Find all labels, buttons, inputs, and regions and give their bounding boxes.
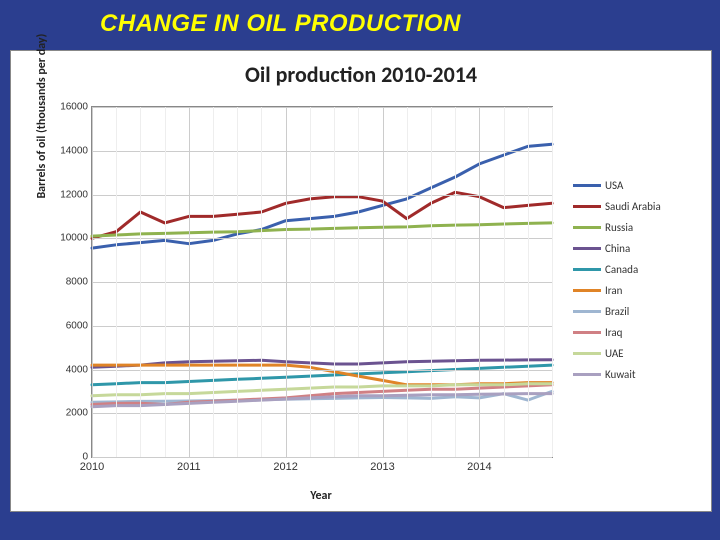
gridline-minor xyxy=(431,107,432,457)
legend-swatch xyxy=(573,310,601,313)
legend-item: UAE xyxy=(573,347,703,360)
legend-item: USA xyxy=(573,179,703,192)
slide-heading: CHANGE IN OIL PRODUCTION xyxy=(100,10,461,38)
x-tick-label: 2011 xyxy=(177,461,201,473)
legend-swatch xyxy=(573,268,601,271)
gridline-minor xyxy=(455,107,456,457)
gridline-minor xyxy=(310,107,311,457)
gridline-minor xyxy=(407,107,408,457)
y-tick-label: 12000 xyxy=(60,189,88,200)
y-tick-label: 2000 xyxy=(66,408,88,419)
y-tick-label: 4000 xyxy=(66,364,88,375)
gridline-vertical xyxy=(189,107,190,457)
gridline-minor xyxy=(528,107,529,457)
legend-label: Brazil xyxy=(605,305,629,318)
slide: CHANGE IN OIL PRODUCTION Oil production … xyxy=(0,0,720,540)
legend-label: Saudi Arabia xyxy=(605,200,661,213)
legend-label: Iraq xyxy=(605,326,622,339)
gridline-vertical xyxy=(383,107,384,457)
series-line-russia xyxy=(92,223,552,236)
chart-panel: Oil production 2010-2014 Barrels of oil … xyxy=(10,50,712,512)
legend-swatch xyxy=(573,331,601,334)
x-tick-label: 2014 xyxy=(467,461,491,473)
x-tick-label: 2013 xyxy=(370,461,394,473)
legend-label: UAE xyxy=(605,347,624,360)
legend-swatch xyxy=(573,289,601,292)
gridline-horizontal xyxy=(92,195,552,196)
y-tick-label: 8000 xyxy=(66,277,88,288)
gridline-minor xyxy=(261,107,262,457)
gridline-minor xyxy=(213,107,214,457)
legend-item: Brazil xyxy=(573,305,703,318)
legend: USA Saudi Arabia Russia China Canada Iran Braz… xyxy=(573,171,703,389)
legend-label: Canada xyxy=(605,263,638,276)
legend-swatch xyxy=(573,226,601,229)
x-tick-label: 2010 xyxy=(80,461,104,473)
gridline-horizontal xyxy=(92,151,552,152)
gridline-minor xyxy=(552,107,553,457)
chart-title: Oil production 2010-2014 xyxy=(11,61,711,88)
y-tick-label: 14000 xyxy=(60,145,88,156)
gridline-minor xyxy=(165,107,166,457)
gridline-minor xyxy=(140,107,141,457)
y-axis-title: Barrels of oil (thousands per day) xyxy=(35,34,49,199)
gridline-horizontal xyxy=(92,326,552,327)
gridline-horizontal xyxy=(92,238,552,239)
y-tick-label: 6000 xyxy=(66,320,88,331)
legend-item: Saudi Arabia xyxy=(573,200,703,213)
gridline-horizontal xyxy=(92,282,552,283)
legend-item: Kuwait xyxy=(573,368,703,381)
gridline-horizontal xyxy=(92,413,552,414)
gridline-vertical xyxy=(479,107,480,457)
legend-item: Iran xyxy=(573,284,703,297)
legend-swatch xyxy=(573,352,601,355)
legend-swatch xyxy=(573,205,601,208)
legend-swatch xyxy=(573,247,601,250)
legend-item: Russia xyxy=(573,221,703,234)
legend-label: Russia xyxy=(605,221,633,234)
gridline-minor xyxy=(358,107,359,457)
gridline-minor xyxy=(504,107,505,457)
legend-swatch xyxy=(573,184,601,187)
legend-label: USA xyxy=(605,179,623,192)
y-tick-label: 16000 xyxy=(60,102,88,113)
legend-item: Iraq xyxy=(573,326,703,339)
gridline-minor xyxy=(237,107,238,457)
legend-label: Kuwait xyxy=(605,368,636,381)
x-axis-title: Year xyxy=(91,489,551,503)
plot-area: 0200040006000800010000120001400016000201… xyxy=(91,106,553,458)
series-line-saudi-arabia xyxy=(92,192,552,238)
x-tick-label: 2012 xyxy=(273,461,297,473)
legend-item: Canada xyxy=(573,263,703,276)
y-tick-label: 10000 xyxy=(60,233,88,244)
gridline-horizontal xyxy=(92,107,552,108)
legend-item: China xyxy=(573,242,703,255)
gridline-minor xyxy=(334,107,335,457)
legend-swatch xyxy=(573,373,601,376)
gridline-minor xyxy=(116,107,117,457)
gridline-horizontal xyxy=(92,457,552,458)
legend-label: Iran xyxy=(605,284,622,297)
gridline-horizontal xyxy=(92,370,552,371)
legend-label: China xyxy=(605,242,630,255)
gridline-vertical xyxy=(286,107,287,457)
gridline-vertical xyxy=(92,107,93,457)
